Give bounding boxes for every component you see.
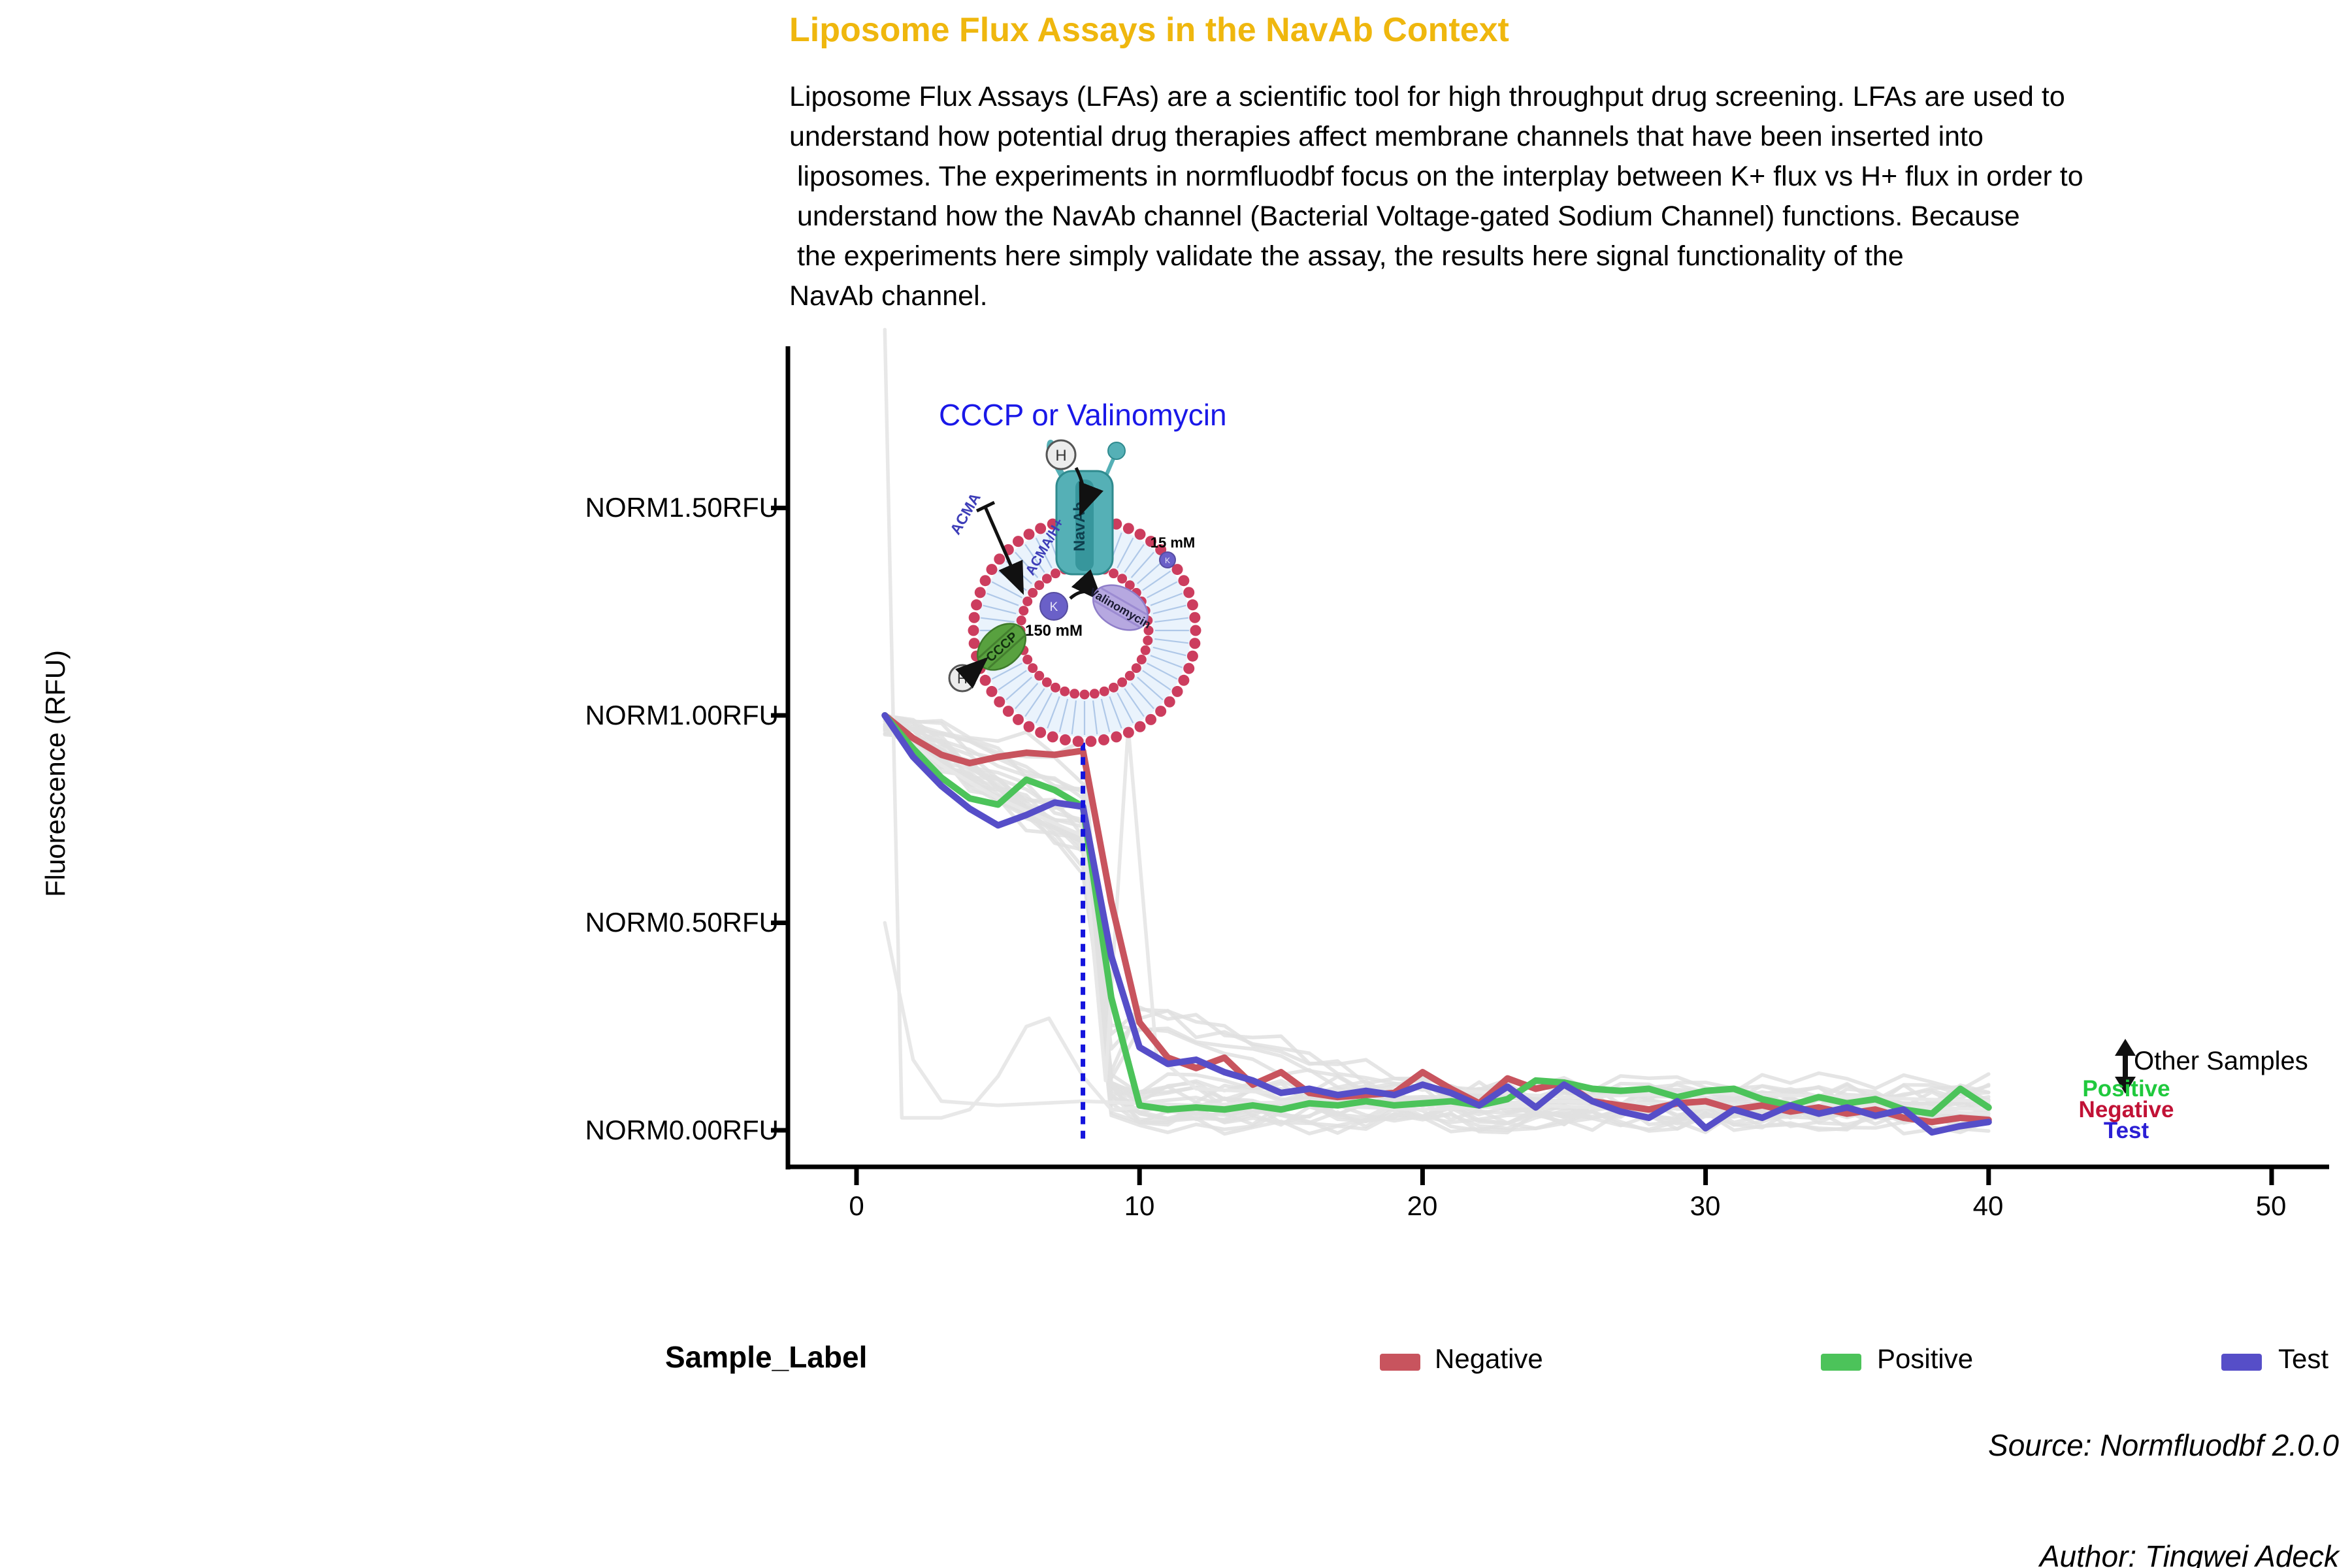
description-line: understand how the NavAb channel (Bacter… [789,201,2020,232]
y-tick-label: NORM1.00RFU [585,700,779,730]
x-tick-label: 20 [1407,1190,1438,1221]
description-paragraph: Liposome Flux Assays (LFAs) are a scient… [789,77,2352,316]
annotation-negative: Negative [2078,1097,2174,1122]
description-line: NavAb channel. [789,280,988,312]
legend-swatch-positive [1821,1354,1861,1371]
annotation-test: Test [2103,1118,2149,1143]
legend-title: Sample_Label [665,1340,868,1374]
x-tick-label: 30 [1690,1190,1721,1221]
legend-label-positive: Positive [1877,1343,1974,1374]
x-tick-label: 50 [2255,1190,2287,1221]
k-ion-label: K [1165,556,1170,565]
inset-title: CCCP or Valinomycin [939,398,1227,432]
page-title: Liposome Flux Assays in the NavAb Contex… [789,11,1509,49]
y-tick-label: NORM0.50RFU [585,907,779,938]
x-tick-label: 10 [1124,1190,1155,1221]
potassium-outer: 15 mM K [1151,534,1195,568]
annotation-positive: Positive [2082,1076,2170,1102]
description-line: Liposome Flux Assays (LFAs) are a scient… [789,81,2065,112]
description-line: understand how potential drug therapies … [789,121,1984,152]
proton-top: H [1045,439,1103,517]
description-line: the experiments here simply validate the… [789,240,1904,272]
inner-concentration: 150 mM [1025,622,1083,640]
h-ion-label: H [1055,447,1066,465]
description-line: liposomes. The experiments in normfluodb… [789,161,2083,192]
legend-label-test: Test [2278,1343,2329,1374]
outer-concentration: 15 mM [1151,534,1195,551]
k-ion-label: K [1050,600,1058,614]
legend-swatch-negative [1380,1354,1420,1371]
annotation-other-samples: Other Samples [2134,1047,2308,1075]
proton-bottom: H [948,657,988,693]
x-tick-label: 0 [849,1190,864,1221]
y-tick-label: NORM0.00RFU [585,1115,779,1145]
author-credit: Author: Tingwei Adeck [2039,1539,2339,1568]
legend-label-negative: Negative [1435,1343,1543,1374]
legend-swatch-test [2221,1354,2262,1371]
y-tick-label: NORM1.50RFU [585,492,779,523]
liposome-diagram: NavAb H ACMA ACMA/H+ K 150 mM Valinomyci… [947,439,1201,747]
source-credit: Source: Normfluodbf 2.0.0 [1988,1428,2339,1462]
updown-arrow-icon [2115,1039,2136,1094]
x-tick-label: 40 [1972,1190,2004,1221]
